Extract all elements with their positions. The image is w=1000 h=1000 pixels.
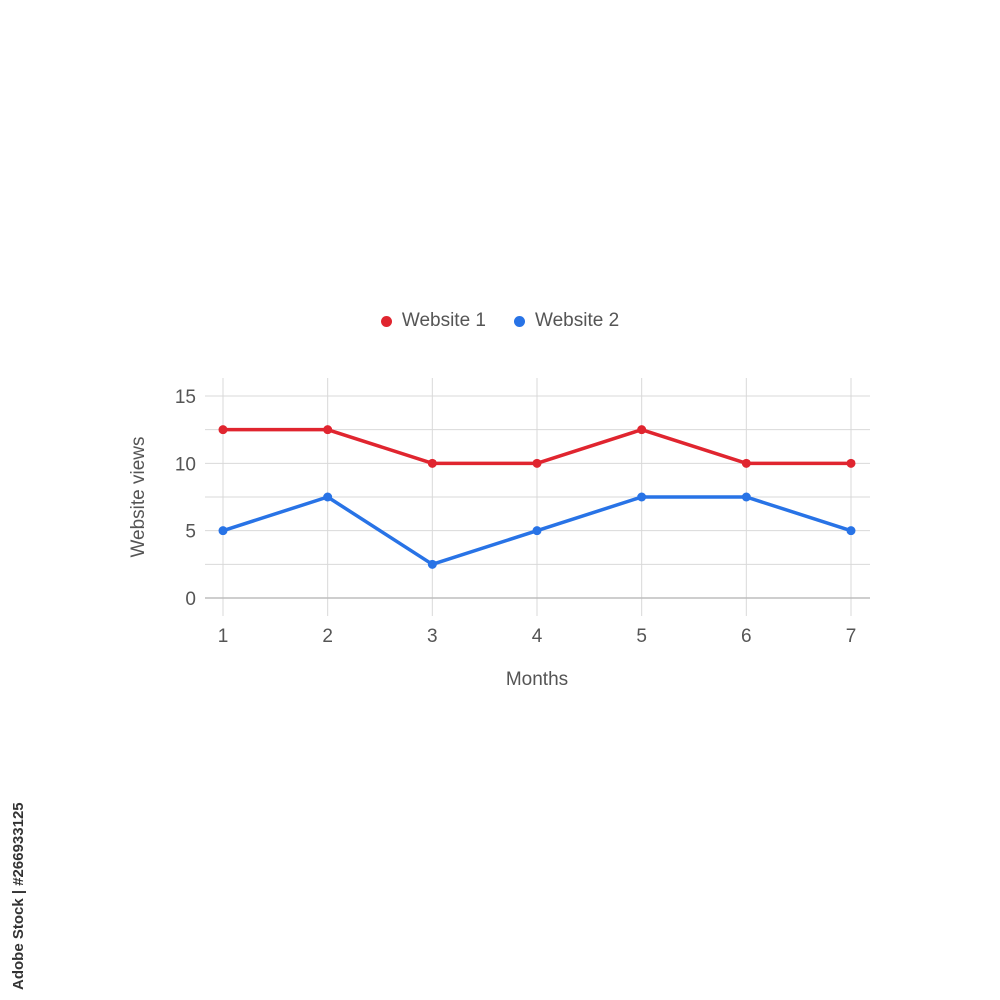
x-tick-label: 7 <box>846 626 857 647</box>
x-tick-label: 6 <box>741 626 752 647</box>
x-tick-label: 5 <box>636 626 647 647</box>
x-tick-label: 2 <box>322 626 333 647</box>
legend-label-website-2: Website 2 <box>535 310 620 331</box>
data-point-website-2 <box>218 526 228 536</box>
legend-item-website-2[interactable]: Website 2 <box>514 310 619 332</box>
data-point-website-1 <box>427 458 437 468</box>
data-point-website-2 <box>741 492 751 502</box>
y-tick-label: 15 <box>175 387 196 408</box>
data-point-website-2 <box>427 559 437 569</box>
legend-marker-website-2 <box>514 315 525 327</box>
data-point-website-2 <box>532 526 542 536</box>
series-lines <box>218 425 856 569</box>
data-point-website-2 <box>637 492 647 502</box>
x-tick-label: 1 <box>218 626 229 647</box>
y-tick-label: 0 <box>185 589 196 610</box>
y-axis-title: Website views <box>128 436 149 557</box>
data-point-website-2 <box>323 492 333 502</box>
data-point-website-2 <box>846 526 856 536</box>
y-tick-label: 10 <box>175 454 196 475</box>
legend-marker-website-1 <box>380 315 392 327</box>
chart-legend: Website 1 Website 2 <box>0 310 1000 332</box>
grid-lines <box>205 378 870 616</box>
data-point-website-1 <box>218 425 228 435</box>
x-tick-label: 4 <box>532 626 543 647</box>
data-point-website-1 <box>323 425 333 435</box>
legend-item-website-1[interactable]: Website 1 <box>380 310 486 332</box>
stock-id-label: Adobe Stock | #266933125 <box>10 802 27 990</box>
data-point-website-1 <box>637 425 647 435</box>
data-point-website-1 <box>741 458 751 468</box>
tick-labels: 0 5 10 15 1 2 3 4 5 6 7 <box>175 387 856 647</box>
x-tick-label: 3 <box>427 626 438 647</box>
data-point-website-1 <box>846 458 856 468</box>
legend-label-website-1: Website 1 <box>401 310 486 331</box>
x-axis-title: Months <box>506 669 568 690</box>
data-point-website-1 <box>532 458 542 468</box>
y-tick-label: 5 <box>185 522 196 543</box>
